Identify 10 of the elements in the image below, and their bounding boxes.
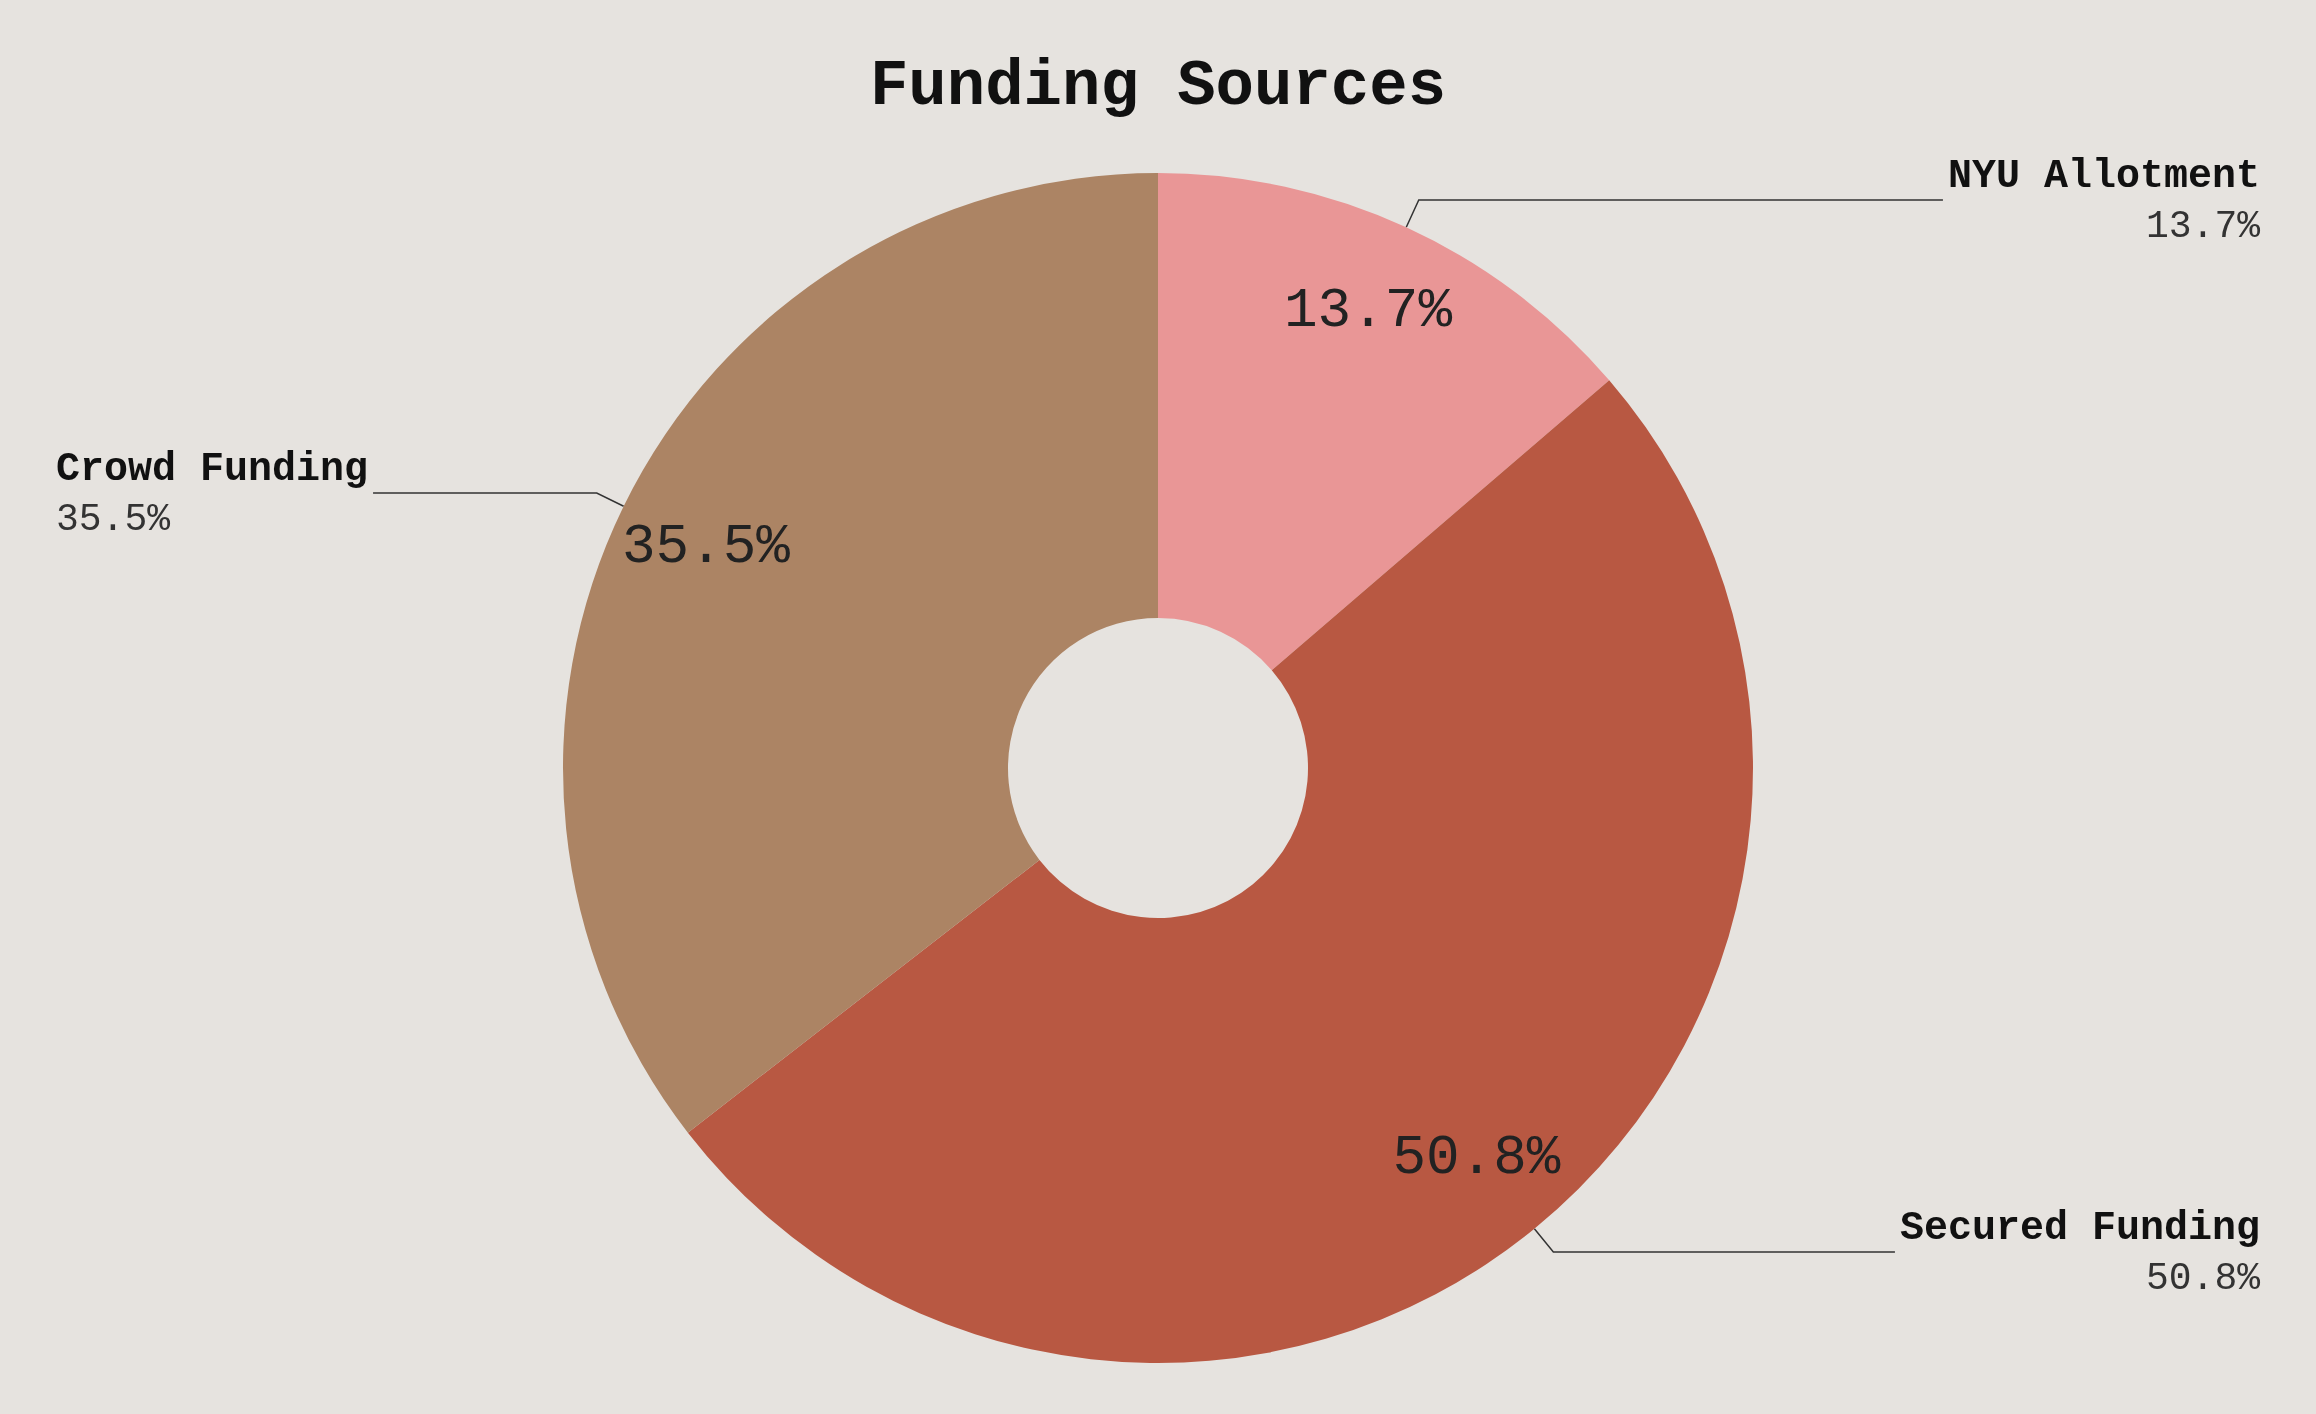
data-label: 35.5% <box>56 497 171 541</box>
text: 50.8% <box>1392 1125 1561 1190</box>
text: 13.7% <box>2145 204 2260 248</box>
slice-label: NYU Allotment <box>1947 153 2260 199</box>
data-label: 13.7% <box>1284 278 1453 343</box>
text: 35.5% <box>621 514 790 579</box>
data-label: 50.8% <box>2145 1256 2261 1300</box>
slice-label: Crowd Funding <box>56 446 369 492</box>
slice-label: Secured Funding <box>1899 1205 2260 1251</box>
chart-title: Funding Sources <box>869 51 1447 123</box>
